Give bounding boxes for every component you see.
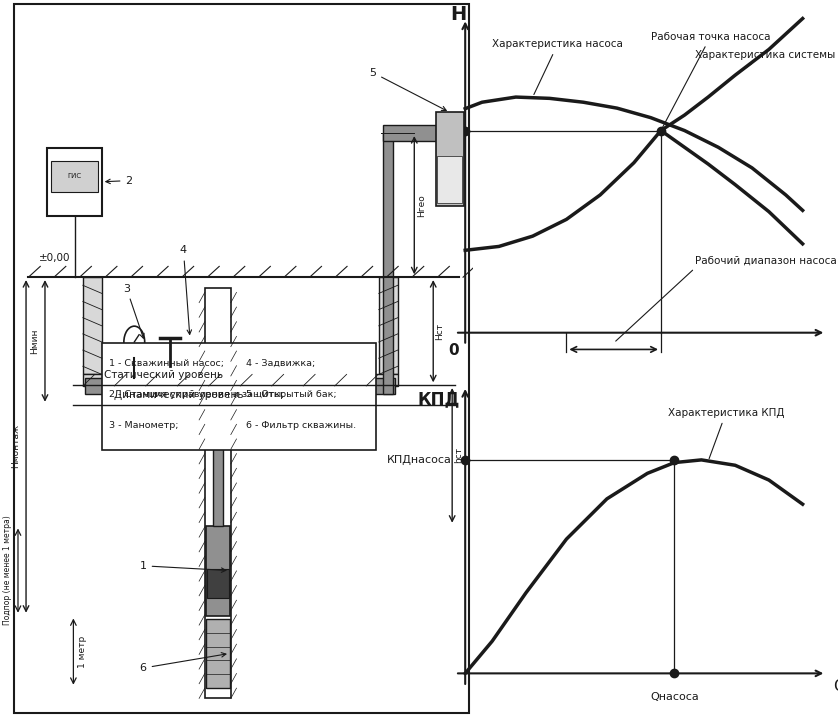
Text: 3 - Манометр;: 3 - Манометр;	[109, 421, 178, 430]
Text: 4: 4	[180, 246, 192, 334]
Bar	[436, 112, 464, 206]
Text: Статический уровень: Статический уровень	[104, 370, 223, 380]
Text: Рабочая точка насоса: Рабочая точка насоса	[651, 32, 770, 128]
Text: 6: 6	[140, 652, 226, 673]
Ellipse shape	[155, 371, 185, 401]
Text: 4 - Задвижка;: 4 - Задвижка;	[246, 359, 315, 368]
Bar	[213, 386, 223, 526]
Text: Характеристика системы: Характеристика системы	[695, 50, 835, 73]
Text: 6 - Фильтр скважины.: 6 - Фильтр скважины.	[246, 421, 356, 430]
Text: 0: 0	[448, 343, 458, 359]
Bar	[47, 148, 101, 216]
Text: Характеристика КПД: Характеристика КПД	[668, 408, 784, 459]
Text: 1 - Скважинный насос;: 1 - Скважинный насос;	[109, 359, 224, 368]
Bar	[205, 619, 230, 688]
Text: 1: 1	[140, 561, 226, 572]
Bar	[83, 277, 101, 374]
Text: Рабочий диапазон насоса: Рабочий диапазон насоса	[695, 256, 836, 266]
Bar	[51, 161, 98, 192]
Text: Ннасоса: Ннасоса	[403, 125, 452, 135]
Text: 1 метр: 1 метр	[78, 636, 87, 667]
Text: Нгео: Нгео	[416, 194, 426, 217]
Text: 2: 2	[106, 176, 132, 186]
Bar	[383, 125, 440, 141]
Text: 5 - Открытый бак;: 5 - Открытый бак;	[246, 390, 337, 399]
Bar	[205, 526, 230, 616]
Text: Динамический уровень: Динамический уровень	[114, 390, 243, 400]
Bar	[101, 343, 376, 450]
Text: Нст: Нст	[436, 323, 445, 340]
Text: ГИС: ГИС	[68, 174, 81, 179]
Bar	[204, 288, 230, 698]
Circle shape	[124, 326, 145, 358]
Bar	[83, 374, 398, 386]
Ellipse shape	[150, 366, 190, 406]
Text: Qнасоса: Qнасоса	[650, 692, 699, 702]
Bar	[379, 277, 398, 374]
Text: КПДнасоса: КПДнасоса	[387, 455, 452, 465]
Text: Подпор (не менее 1 метра): Подпор (не менее 1 метра)	[3, 516, 12, 626]
Text: hст: hст	[454, 447, 463, 464]
Text: Нмонтаж: Нмонтаж	[12, 424, 20, 469]
Text: Q: Q	[833, 679, 838, 694]
Bar	[437, 156, 462, 203]
Text: 3: 3	[123, 284, 144, 338]
Text: Характеристика насоса: Характеристика насоса	[492, 40, 623, 94]
Text: КПД: КПД	[418, 390, 460, 408]
Text: 5: 5	[370, 68, 446, 110]
Bar	[207, 569, 229, 598]
Text: Н: Н	[450, 4, 467, 24]
Text: ±0,00: ±0,00	[39, 253, 70, 263]
Bar	[383, 133, 394, 394]
Bar	[190, 378, 396, 394]
Text: 2 - Станция управления и защиты;: 2 - Станция управления и защиты;	[109, 390, 284, 399]
Text: Нмин: Нмин	[30, 328, 39, 354]
Bar	[85, 378, 218, 394]
